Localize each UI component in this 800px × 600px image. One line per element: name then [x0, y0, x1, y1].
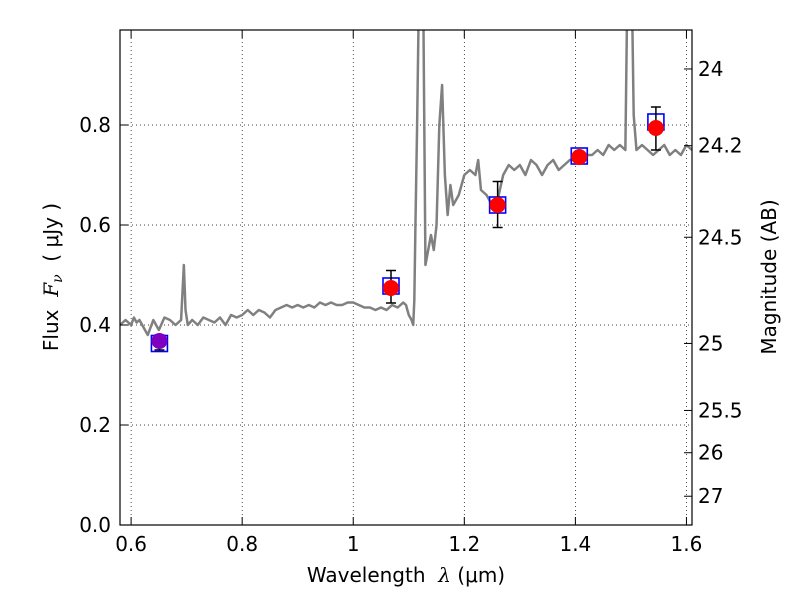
y2-axis-label: Magnitude (AB) — [757, 199, 781, 354]
x-tick-label: 1 — [347, 532, 360, 556]
observed-point — [647, 120, 664, 136]
y-axis-label: Flux Fν ( μJy ) — [39, 203, 66, 351]
y2-tick-label: 24.5 — [698, 225, 743, 249]
x-tick-label: 0.8 — [226, 532, 258, 556]
x-tick-label: 1.6 — [671, 532, 703, 556]
y2-tick-label: 26 — [698, 441, 723, 465]
x-axis-label: Wavelength λ (μm) — [307, 563, 505, 587]
y-tick-label: 0.4 — [79, 313, 111, 337]
y2-tick-label: 25 — [698, 331, 723, 355]
plot-area — [120, 30, 692, 353]
observed-point — [489, 197, 506, 213]
y2-tick-label: 27 — [698, 484, 723, 508]
y-tick-label: 0.8 — [79, 113, 111, 137]
observed-point — [571, 149, 588, 165]
y2-tick-label: 24.2 — [698, 134, 743, 158]
x-tick-label: 0.6 — [115, 532, 147, 556]
observed-point — [383, 280, 400, 296]
plot-frame — [119, 29, 693, 526]
observed-point — [151, 333, 168, 349]
x-tick-label: 1.4 — [559, 532, 591, 556]
y-tick-label: 0.0 — [79, 513, 111, 537]
y2-tick-label: 25.5 — [698, 398, 743, 422]
ticks: 0.6 0.8 1 1.2 1.4 1.6 0.0 0.2 0.4 0.6 0.8 24 24.2 24.… — [79, 30, 743, 556]
x-tick-label: 1.2 — [448, 532, 480, 556]
y-tick-label: 0.6 — [79, 213, 111, 237]
spectrum-line — [120, 30, 692, 337]
y2-tick-label: 24 — [698, 57, 723, 81]
y-tick-label: 0.2 — [79, 413, 111, 437]
